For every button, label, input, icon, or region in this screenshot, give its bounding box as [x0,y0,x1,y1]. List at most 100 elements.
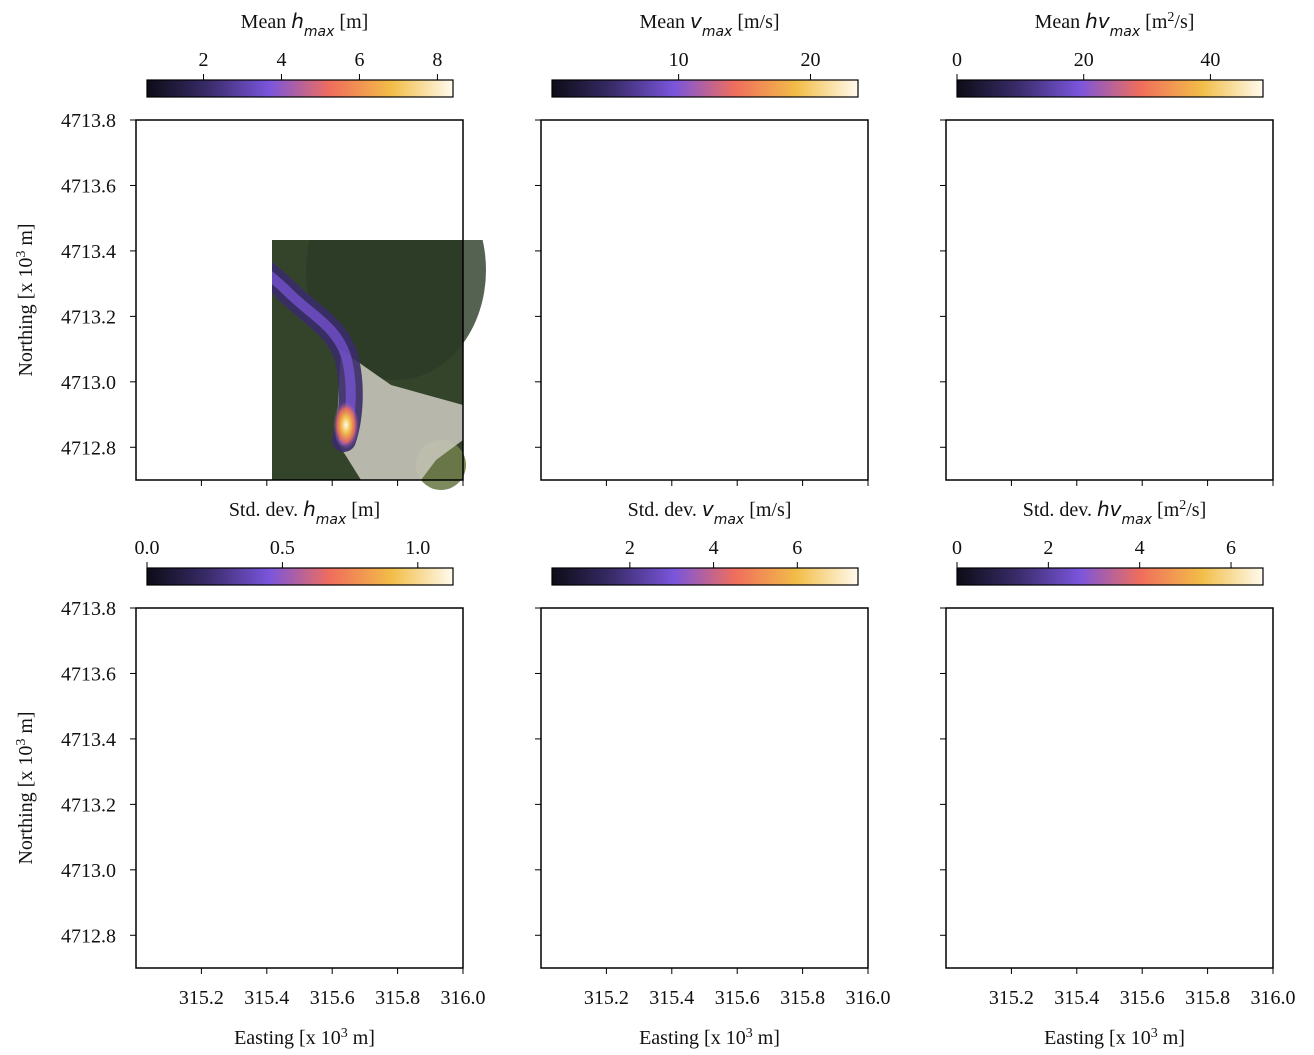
flow-hotspot [317,793,355,853]
forest [1116,160,1296,380]
flow-extent [637,732,756,928]
meadow [216,115,356,175]
map-panel [511,110,891,490]
colorbar-title-run: Std. dev. [1023,499,1097,521]
colorbar-title-run: [m [1140,11,1168,33]
x-tick-label: 315.8 [1185,987,1230,1009]
y-axis-label-run: m] [15,223,37,250]
colorbar-title-run: max [1122,512,1153,528]
colorbar-title-run: max [316,512,347,528]
forest [306,648,486,868]
aerial-image [946,608,1273,968]
aerial-image [541,608,868,968]
river-bed [1006,120,1046,220]
meadow [821,440,871,490]
flow-hotspot [333,401,359,449]
x-axis-label: Easting [x 103 m] [1044,1026,1185,1050]
x-tick-label: 315.2 [989,987,1034,1009]
colorbar-title-run: h [291,9,304,33]
river-bed [541,140,646,245]
map-panel [106,598,486,978]
flow-core [232,732,351,928]
y-tick-label: 4712.8 [61,437,116,459]
x-tick-label: 315.4 [244,987,289,1009]
gravel-fan [336,838,463,968]
y-axis-label-run: Northing [x 10 [15,746,37,865]
colorbar-title-run: 2 [1179,498,1186,513]
y-tick-label: 4713.4 [61,241,116,263]
colorbar-tick-label: 0 [952,49,962,71]
river-bed [136,628,241,733]
y-tick-label: 4713.2 [61,306,116,328]
y-axis-label: Northing [x 103 m] [14,711,38,864]
x-axis-label-run: 3 [341,1026,348,1041]
aerial-image [136,608,463,968]
colorbar-title-run: 2 [1167,10,1174,25]
meadow [216,603,356,663]
colorbar-title-run: h [303,497,316,521]
colorbar-tick-label: 6 [1226,537,1236,559]
colorbar [551,567,859,586]
colorbar-title: Std. dev. hmax [m] [229,497,380,528]
colorbar-title-run: Mean [1035,11,1086,33]
colorbar-tick-label: 20 [1074,49,1094,71]
river-bed [541,628,646,733]
colorbar-tick-label: 0 [952,537,962,559]
flow-hotspot [1135,825,1173,915]
colorbar-title-run: v [690,9,703,33]
colorbar-title: Mean vmax [m/s] [639,9,779,40]
gravel-fan [741,838,868,968]
colorbar-title-run: [m] [346,499,380,521]
axes-frame [945,607,1274,969]
x-tick-label: 315.4 [1054,987,1099,1009]
flow-extent [1042,244,1161,440]
axes-frame [135,607,464,969]
panel-letter: B [840,136,853,157]
x-tick-label: 315.6 [715,987,760,1009]
panel-letter: C [1244,136,1258,157]
colorbar-title-run: Mean [639,11,690,33]
colorbar-title: Std. dev. hvmax [m2/s] [1023,497,1207,528]
panel-letter: E [840,624,853,645]
meadow [1226,928,1276,978]
gravel-fan [1146,350,1273,480]
flow-head [222,238,250,258]
river-bed [601,608,641,708]
y-axis-label-run: m] [15,711,37,738]
colorbar-title-run: max [714,512,745,528]
x-axis-label-run: Easting [x 10 [234,1027,341,1049]
colorbar-tick-label: 2 [199,49,209,71]
aerial-image [946,120,1273,480]
meadow [511,110,631,250]
meadow [416,928,466,978]
flow-head [627,726,655,746]
panel-letter: A [434,136,448,157]
forest [711,160,891,380]
axes-frame [540,607,869,969]
y-axis-label-run: 3 [14,251,29,258]
gravel-fan [336,350,463,480]
map-panel [916,110,1296,490]
x-axis-label-run: m] [753,1027,780,1049]
flow-hotspot [1140,375,1175,456]
flow-head [222,726,250,746]
colorbar-tick-label: 8 [432,49,442,71]
colorbar-tick-label: 6 [354,49,364,71]
colorbar-title-run: /s] [1174,11,1194,33]
colorbar-title-run: /s] [1186,499,1206,521]
colorbar [551,79,859,98]
colorbar-tick-label: 0.5 [270,537,295,559]
flow-core [637,732,756,928]
colorbar-tick-label: 4 [709,537,719,559]
colorbar [956,567,1264,586]
y-tick-label: 4713.8 [61,598,116,620]
map-panel [916,598,1296,978]
gravel-fan [741,350,868,480]
river-bed [136,140,241,245]
gravel-fan [1146,838,1273,968]
flow-head [627,238,655,258]
axes-frame [540,119,869,481]
x-tick-label: 315.2 [179,987,224,1009]
meadow [1026,115,1166,175]
